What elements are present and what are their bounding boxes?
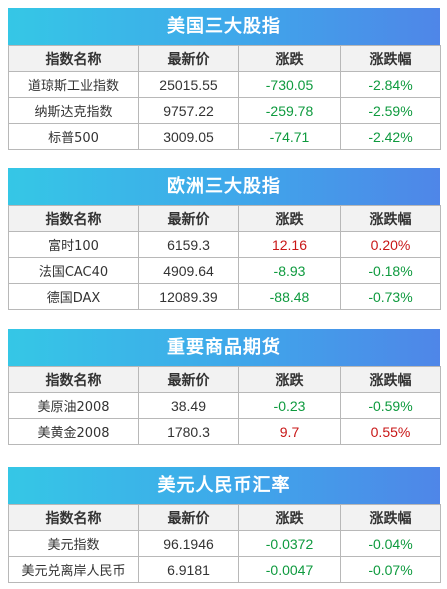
row-change: -74.71: [238, 123, 341, 150]
table-header-row: 指数名称 最新价 涨跌 涨跌幅: [8, 366, 441, 393]
row-name[interactable]: 纳斯达克指数: [8, 97, 139, 124]
row-price: 25015.55: [138, 71, 239, 98]
table-row[interactable]: 富时100 6159.3 12.16 0.20%: [8, 231, 441, 258]
row-change: -88.48: [238, 283, 341, 310]
header-price: 最新价: [138, 504, 239, 531]
row-name[interactable]: 道琼斯工业指数: [8, 71, 139, 98]
row-price: 6159.3: [138, 231, 239, 258]
row-name[interactable]: 美黄金2008: [8, 418, 139, 445]
panel-title: 美国三大股指: [8, 8, 440, 45]
panel-europe-indices: 欧洲三大股指 指数名称 最新价 涨跌 涨跌幅 富时100 6159.3 12.1…: [8, 168, 441, 310]
header-pct: 涨跌幅: [340, 45, 441, 72]
row-change: 9.7: [238, 418, 341, 445]
header-pct: 涨跌幅: [340, 205, 441, 232]
row-name[interactable]: 富时100: [8, 231, 139, 258]
header-name: 指数名称: [8, 45, 139, 72]
row-name[interactable]: 美原油2008: [8, 392, 139, 419]
header-change: 涨跌: [238, 45, 341, 72]
row-pct: -0.73%: [340, 283, 441, 310]
row-name[interactable]: 法国CAC40: [8, 257, 139, 284]
row-change: -730.05: [238, 71, 341, 98]
row-price: 3009.05: [138, 123, 239, 150]
table-header-row: 指数名称 最新价 涨跌 涨跌幅: [8, 205, 441, 232]
table-row[interactable]: 美原油2008 38.49 -0.23 -0.59%: [8, 392, 441, 419]
table-header-row: 指数名称 最新价 涨跌 涨跌幅: [8, 504, 441, 531]
table-row[interactable]: 美元兑离岸人民币 6.9181 -0.0047 -0.07%: [8, 556, 441, 583]
row-name[interactable]: 标普500: [8, 123, 139, 150]
header-name: 指数名称: [8, 366, 139, 393]
header-name: 指数名称: [8, 205, 139, 232]
quote-table: 指数名称 最新价 涨跌 涨跌幅 富时100 6159.3 12.16 0.20%…: [8, 205, 441, 310]
row-change: -0.23: [238, 392, 341, 419]
header-pct: 涨跌幅: [340, 504, 441, 531]
row-price: 1780.3: [138, 418, 239, 445]
row-pct: -2.59%: [340, 97, 441, 124]
panel-us-indices: 美国三大股指 指数名称 最新价 涨跌 涨跌幅 道琼斯工业指数 25015.55 …: [8, 8, 441, 150]
header-name: 指数名称: [8, 504, 139, 531]
row-pct: 0.55%: [340, 418, 441, 445]
row-name[interactable]: 美元指数: [8, 530, 139, 557]
table-row[interactable]: 道琼斯工业指数 25015.55 -730.05 -2.84%: [8, 71, 441, 98]
row-name[interactable]: 德国DAX: [8, 283, 139, 310]
row-change: -259.78: [238, 97, 341, 124]
header-price: 最新价: [138, 366, 239, 393]
panel-usd-cny: 美元人民币汇率 指数名称 最新价 涨跌 涨跌幅 美元指数 96.1946 -0.…: [8, 467, 441, 583]
panel-title: 重要商品期货: [8, 329, 440, 366]
table-row[interactable]: 法国CAC40 4909.64 -8.93 -0.18%: [8, 257, 441, 284]
panel-title: 美元人民币汇率: [8, 467, 440, 504]
row-pct: -0.04%: [340, 530, 441, 557]
quote-table: 指数名称 最新价 涨跌 涨跌幅 美原油2008 38.49 -0.23 -0.5…: [8, 366, 441, 445]
row-change: -0.0047: [238, 556, 341, 583]
panel-commodity-futures: 重要商品期货 指数名称 最新价 涨跌 涨跌幅 美原油2008 38.49 -0.…: [8, 329, 441, 445]
header-change: 涨跌: [238, 366, 341, 393]
table-row[interactable]: 纳斯达克指数 9757.22 -259.78 -2.59%: [8, 97, 441, 124]
row-pct: -2.42%: [340, 123, 441, 150]
header-change: 涨跌: [238, 504, 341, 531]
row-change: 12.16: [238, 231, 341, 258]
header-price: 最新价: [138, 45, 239, 72]
table-row[interactable]: 美黄金2008 1780.3 9.7 0.55%: [8, 418, 441, 445]
row-price: 4909.64: [138, 257, 239, 284]
header-change: 涨跌: [238, 205, 341, 232]
row-price: 96.1946: [138, 530, 239, 557]
row-pct: -0.59%: [340, 392, 441, 419]
row-pct: -0.07%: [340, 556, 441, 583]
row-pct: 0.20%: [340, 231, 441, 258]
table-row[interactable]: 标普500 3009.05 -74.71 -2.42%: [8, 123, 441, 150]
header-pct: 涨跌幅: [340, 366, 441, 393]
header-price: 最新价: [138, 205, 239, 232]
quote-table: 指数名称 最新价 涨跌 涨跌幅 道琼斯工业指数 25015.55 -730.05…: [8, 45, 441, 150]
row-pct: -2.84%: [340, 71, 441, 98]
row-price: 9757.22: [138, 97, 239, 124]
row-price: 38.49: [138, 392, 239, 419]
row-change: -8.93: [238, 257, 341, 284]
table-header-row: 指数名称 最新价 涨跌 涨跌幅: [8, 45, 441, 72]
row-change: -0.0372: [238, 530, 341, 557]
row-price: 6.9181: [138, 556, 239, 583]
quote-table: 指数名称 最新价 涨跌 涨跌幅 美元指数 96.1946 -0.0372 -0.…: [8, 504, 441, 583]
row-pct: -0.18%: [340, 257, 441, 284]
row-price: 12089.39: [138, 283, 239, 310]
row-name[interactable]: 美元兑离岸人民币: [8, 556, 139, 583]
table-row[interactable]: 美元指数 96.1946 -0.0372 -0.04%: [8, 530, 441, 557]
panel-title: 欧洲三大股指: [8, 168, 440, 205]
table-row[interactable]: 德国DAX 12089.39 -88.48 -0.73%: [8, 283, 441, 310]
